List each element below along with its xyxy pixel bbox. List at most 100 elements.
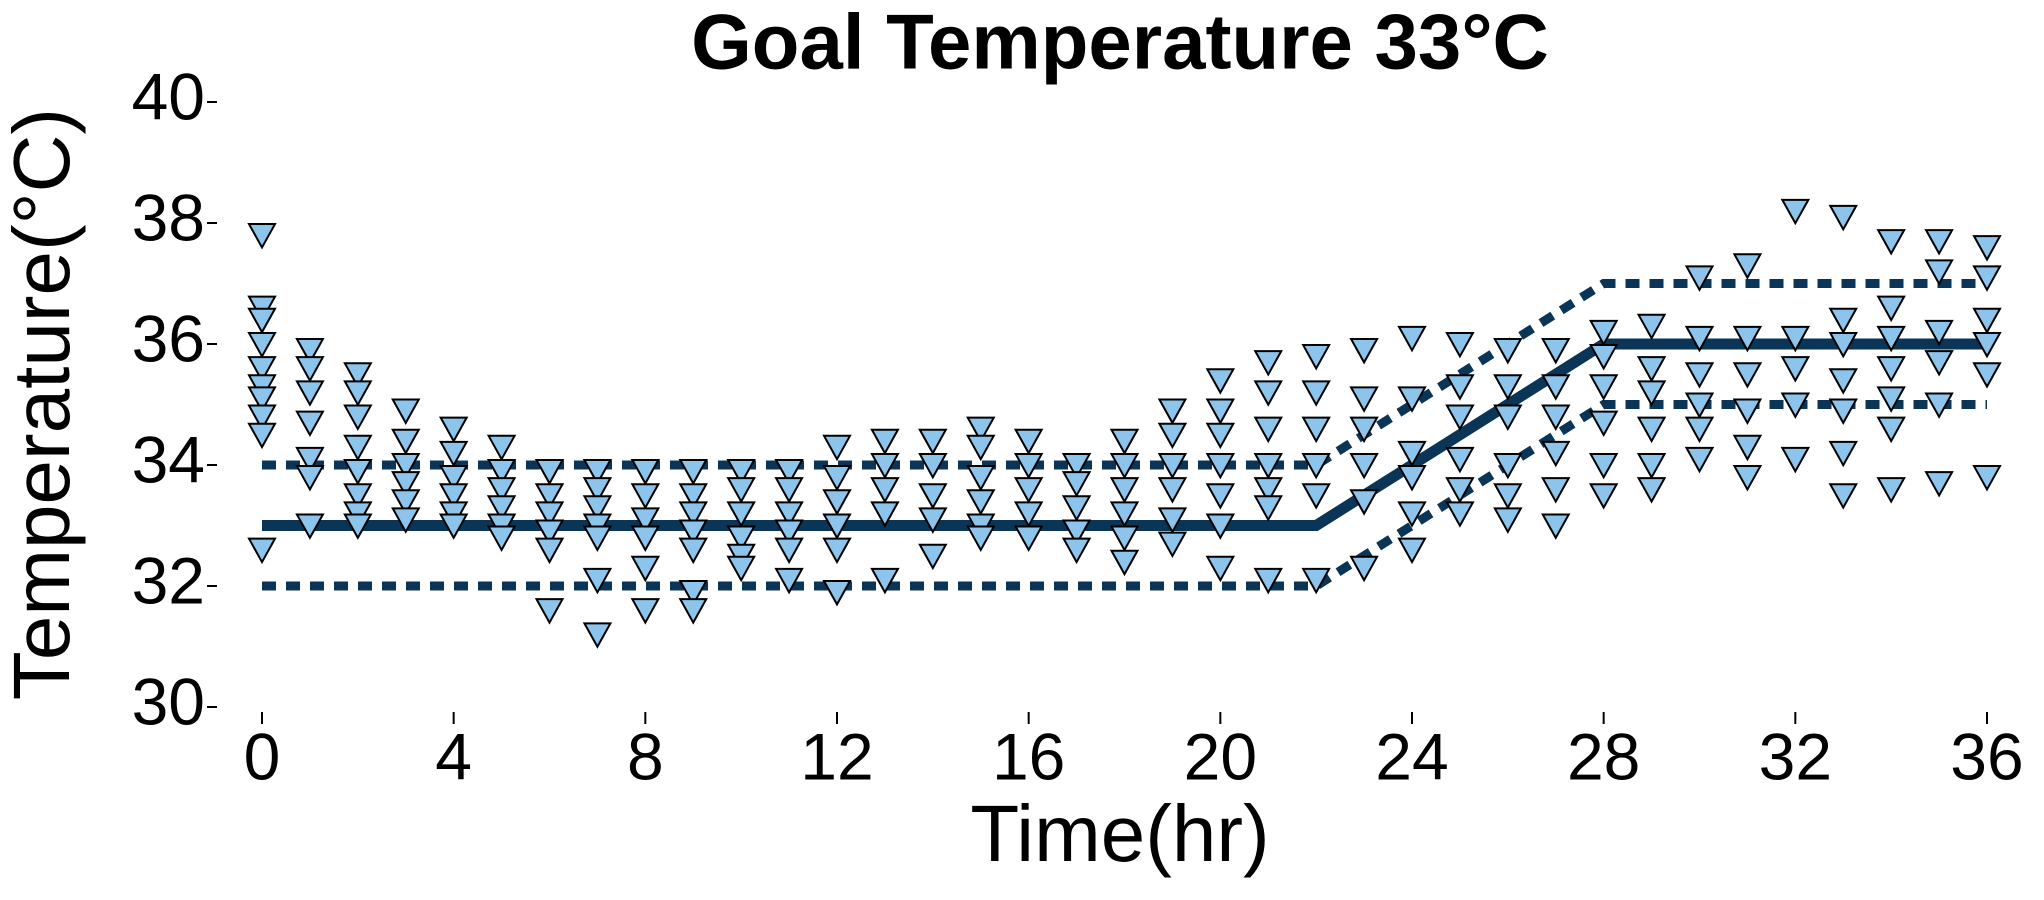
data-point <box>1924 471 1954 498</box>
data-point <box>726 555 756 583</box>
data-point <box>1397 537 1427 565</box>
data-point <box>1013 428 1044 456</box>
data-point <box>1684 265 1715 292</box>
data-point <box>1924 392 1954 419</box>
data-point <box>1924 229 1954 256</box>
data-point <box>391 471 421 498</box>
data-point <box>774 459 804 486</box>
data-point <box>1253 477 1283 504</box>
data-point <box>582 525 613 553</box>
data-point <box>630 507 661 534</box>
y-tick-label: 40 <box>132 59 205 133</box>
data-point <box>1732 398 1763 425</box>
data-point <box>1061 471 1092 498</box>
data-point <box>343 483 373 510</box>
data-point <box>1349 555 1379 583</box>
data-point <box>391 489 421 516</box>
data-point <box>582 477 613 504</box>
data-point <box>247 356 277 383</box>
data-point <box>1157 452 1188 480</box>
data-point <box>1157 477 1188 504</box>
data-point <box>486 434 517 462</box>
x-tick-label: 16 <box>992 719 1065 793</box>
data-point <box>726 501 756 528</box>
data-point <box>1157 531 1188 559</box>
data-point <box>630 598 661 625</box>
data-point <box>534 537 565 565</box>
data-point <box>1157 398 1188 425</box>
data-point <box>534 501 565 528</box>
data-point <box>1301 483 1331 510</box>
data-point <box>1588 483 1619 510</box>
data-point <box>1972 331 2002 359</box>
data-point <box>1061 452 1092 480</box>
data-point <box>774 519 804 546</box>
data-point <box>1253 495 1283 522</box>
data-point <box>1301 416 1331 444</box>
data-point <box>1013 501 1044 528</box>
data-point <box>774 477 804 504</box>
data-point <box>1541 338 1571 365</box>
data-point <box>1780 446 1811 474</box>
data-point <box>534 483 565 510</box>
data-point <box>1541 440 1571 468</box>
data-point <box>1876 325 1906 353</box>
data-point <box>1013 525 1044 553</box>
data-point <box>1780 198 1811 226</box>
data-point <box>1876 229 1906 256</box>
y-tick-label: 36 <box>132 301 205 375</box>
data-point <box>630 483 661 510</box>
data-point <box>534 459 565 486</box>
data-point <box>1397 386 1427 413</box>
data-point <box>1780 325 1811 353</box>
data-point <box>1684 392 1715 419</box>
data-point <box>343 404 373 432</box>
y-axis-label: Temperature(°C) <box>0 108 86 700</box>
data-point <box>1924 319 1954 347</box>
y-tick-label: 34 <box>132 422 205 496</box>
data-point <box>822 489 852 516</box>
data-point <box>486 477 517 504</box>
data-point <box>1013 452 1044 480</box>
data-point <box>918 483 948 510</box>
data-point <box>630 459 661 486</box>
data-point <box>295 513 325 540</box>
x-tick-label: 4 <box>435 719 472 793</box>
data-point <box>822 434 852 462</box>
data-point <box>1924 350 1954 377</box>
data-point <box>391 428 421 456</box>
data-point <box>247 307 277 335</box>
data-point <box>343 362 373 389</box>
data-point <box>247 331 277 359</box>
data-point <box>870 452 900 480</box>
data-point <box>582 459 613 486</box>
data-point <box>1493 374 1523 401</box>
data-point <box>486 495 517 522</box>
data-point <box>1780 356 1811 383</box>
data-point <box>1301 380 1331 407</box>
data-point <box>1828 331 1858 359</box>
data-point <box>726 525 756 553</box>
data-point <box>918 428 948 456</box>
data-point <box>1301 344 1331 371</box>
data-point <box>1732 253 1763 280</box>
data-point <box>582 622 613 649</box>
data-point <box>1205 452 1236 480</box>
y-tick-label: 38 <box>132 180 205 254</box>
data-point <box>1493 452 1523 480</box>
data-point <box>1109 549 1140 577</box>
data-point <box>343 380 373 407</box>
x-axis-label: Time(hr) <box>970 789 1269 878</box>
bound-line <box>262 279 1987 470</box>
data-point <box>1588 452 1619 480</box>
data-point <box>1828 307 1858 335</box>
data-point <box>438 483 469 510</box>
data-point <box>1349 489 1379 516</box>
data-point <box>1732 434 1763 462</box>
data-point <box>1397 465 1427 492</box>
data-point <box>247 404 277 432</box>
data-point <box>1397 440 1427 468</box>
data-point <box>726 477 756 504</box>
data-point <box>678 459 708 486</box>
